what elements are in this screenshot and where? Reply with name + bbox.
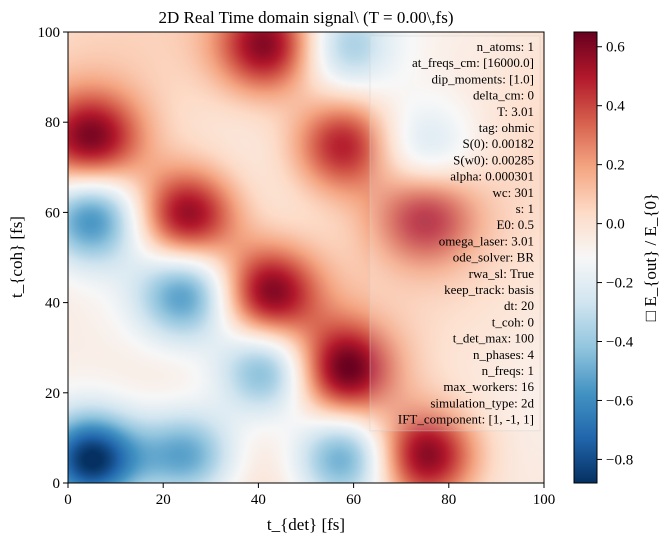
colorbar-ticks: 0.6 0.4 0.2 0.0 −0.2 −0.4 −0.6 −0.8 — [597, 40, 634, 468]
x-tick-label: 80 — [441, 492, 456, 508]
parameter-line: ode_solver: BR — [453, 250, 535, 265]
x-tick-label: 100 — [533, 492, 556, 508]
y-tick-label: 0 — [53, 476, 61, 492]
parameter-line: n_atoms: 1 — [477, 39, 534, 54]
parameter-line: E0: 0.5 — [496, 217, 534, 232]
colorbar-tick-label: −0.4 — [606, 335, 634, 351]
colorbar-label: □ E_{out} / E_{0} — [641, 193, 660, 321]
chart-title: 2D Real Time domain signal\ (T = 0.00\,f… — [159, 8, 454, 27]
y-axis-label: t_{coh} [fs] — [7, 216, 26, 298]
parameter-line: IFT_component: [1, -1, 1] — [398, 412, 534, 427]
parameter-line: n_freqs: 1 — [482, 363, 534, 378]
parameter-line: wc: 301 — [492, 185, 534, 200]
parameter-line: keep_track: basis — [444, 282, 534, 297]
x-tick-label: 0 — [64, 492, 72, 508]
parameter-box-background — [369, 35, 541, 432]
y-tick-label: 80 — [45, 115, 60, 131]
parameter-line: n_phases: 4 — [473, 347, 535, 362]
parameter-line: simulation_type: 2d — [430, 395, 534, 410]
x-axis-label: t_{det} [fs] — [267, 515, 345, 534]
x-tick-label: 20 — [156, 492, 171, 508]
colorbar-frame — [573, 31, 598, 484]
plot-frame — [67, 31, 545, 484]
parameter-line: T: 3.01 — [497, 104, 534, 119]
colorbar: 0.6 0.4 0.2 0.0 −0.2 −0.4 −0.6 −0.8 □ E_{out} /… — [573, 31, 660, 484]
y-tick-label: 20 — [45, 386, 60, 402]
heatmap-image — [68, 32, 544, 483]
parameter-line: dt: 20 — [504, 298, 534, 313]
colorbar-tick-label: 0.6 — [606, 40, 625, 56]
parameter-line: dip_moments: [1.0] — [431, 71, 534, 86]
parameter-line: alpha: 0.000301 — [450, 169, 534, 184]
parameter-line: max_workers: 16 — [443, 379, 534, 394]
parameter-line: t_coh: 0 — [492, 314, 534, 329]
x-tick-label: 60 — [346, 492, 361, 508]
parameter-line: delta_cm: 0 — [473, 88, 534, 103]
x-axis-ticks: 0 20 40 60 80 100 — [64, 483, 555, 508]
parameter-line: t_det_max: 100 — [453, 331, 534, 346]
parameter-line: rwa_sl: True — [469, 266, 535, 281]
parameter-line: at_freqs_cm: [16000.0] — [412, 55, 534, 70]
parameter-line: S(0): 0.00182 — [463, 136, 535, 151]
colorbar-tick-label: −0.2 — [606, 276, 633, 292]
colorbar-tick-label: 0.4 — [606, 99, 625, 115]
parameter-annotation-box: n_atoms: 1at_freqs_cm: [16000.0]dip_mome… — [369, 35, 541, 432]
colorbar-tick-label: 0.0 — [606, 217, 625, 233]
y-axis-ticks: 0 20 40 60 80 100 — [38, 25, 68, 492]
parameter-line: omega_laser: 3.01 — [439, 233, 534, 248]
colorbar-tick-label: 0.2 — [606, 158, 625, 174]
parameter-line: s: 1 — [516, 201, 534, 216]
parameter-line: S(w0): 0.00285 — [453, 152, 534, 167]
y-tick-label: 60 — [45, 205, 60, 221]
heatmap — [68, 32, 544, 483]
parameter-line: tag: ohmic — [479, 120, 534, 135]
colorbar-tick-label: −0.8 — [606, 452, 633, 468]
y-tick-label: 100 — [38, 25, 61, 41]
x-tick-label: 40 — [251, 492, 266, 508]
y-tick-label: 40 — [45, 296, 60, 312]
colorbar-tick-label: −0.6 — [606, 393, 634, 409]
colorbar-gradient — [574, 32, 597, 483]
